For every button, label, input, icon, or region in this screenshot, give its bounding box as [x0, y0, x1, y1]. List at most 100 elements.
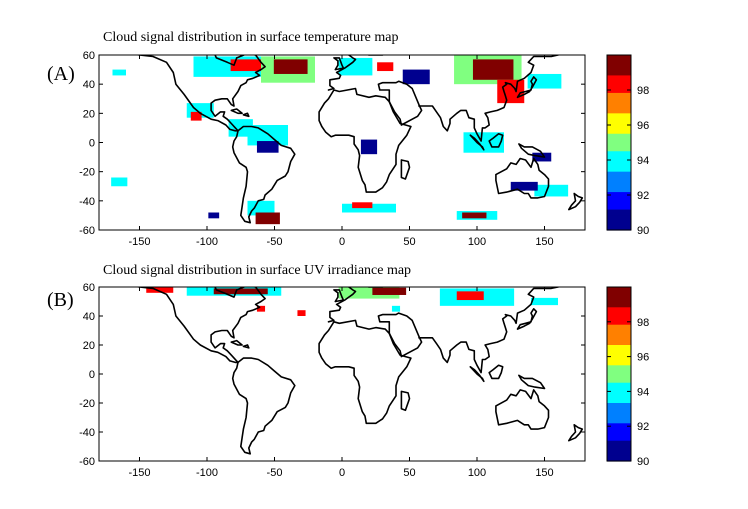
- colorbar-segment: [607, 446, 631, 450]
- colorbar-segment: [607, 333, 631, 337]
- colorbar-tick-label: 92: [637, 421, 649, 433]
- cloud-signal-patch: [456, 291, 484, 301]
- colorbar-segment: [607, 66, 631, 71]
- colorbar-segment: [607, 434, 631, 439]
- panel-a: Cloud signal distribution in surface tem…: [47, 30, 649, 248]
- colorbar-segment: [607, 330, 631, 334]
- colorbar-segment: [607, 313, 631, 317]
- colorbar-segment: [607, 411, 631, 416]
- colorbar-tick-label: 94: [637, 155, 649, 167]
- colorbar-segment: [607, 295, 631, 300]
- cloud-signal-patch: [391, 305, 401, 312]
- colorbar-segment: [607, 408, 631, 413]
- panel-b-colorbar: 98 96 94 92 90: [606, 286, 649, 468]
- coastline: [333, 289, 345, 303]
- cloud-signal-patch: [247, 125, 288, 146]
- colorbar-segment: [607, 423, 631, 427]
- colorbar-segment: [607, 365, 631, 369]
- colorbar-segment: [607, 400, 631, 404]
- cloud-signal-patch: [531, 297, 558, 306]
- colorbar-segment: [607, 437, 631, 442]
- colorbar-segment: [607, 87, 631, 91]
- coastline: [469, 366, 485, 383]
- coastline: [327, 55, 384, 91]
- panel-b: Cloud signal distribution in surface UV …: [47, 263, 649, 479]
- colorbar-segment: [607, 192, 631, 196]
- cloud-signal-patch: [497, 79, 525, 104]
- coastline: [418, 55, 561, 142]
- colorbar-segment: [607, 104, 631, 109]
- colorbar-segment: [607, 301, 631, 305]
- colorbar-segment: [607, 362, 631, 366]
- cloud-signal-patch: [527, 73, 562, 89]
- cloud-signal-patch: [190, 111, 202, 121]
- coastline: [318, 319, 412, 425]
- cloud-signal-patch: [255, 212, 280, 225]
- colorbar-segment: [607, 298, 631, 303]
- colorbar-segment: [607, 345, 631, 349]
- colorbar-segment: [607, 142, 631, 147]
- cloud-signal-patch: [256, 305, 266, 312]
- colorbar-segment: [607, 119, 631, 123]
- colorbar-segment: [607, 382, 631, 387]
- colorbar-segment: [607, 316, 631, 320]
- colorbar-segment: [607, 127, 631, 132]
- colorbar-segment: [607, 452, 631, 456]
- colorbar-segment: [607, 186, 631, 190]
- colorbar-segment: [607, 160, 631, 164]
- colorbar-segment: [607, 171, 631, 176]
- cloud-signal-patch: [208, 212, 220, 219]
- colorbar-segment: [607, 455, 631, 459]
- x-tick-label: -50: [267, 467, 283, 479]
- colorbar-segment: [607, 292, 631, 297]
- colorbar-segment: [607, 218, 631, 222]
- colorbar-segment: [607, 197, 631, 202]
- coastline: [488, 364, 504, 380]
- coastline: [377, 80, 423, 126]
- colorbar-segment: [607, 376, 631, 381]
- coastline: [400, 159, 411, 180]
- colorbar-segment: [607, 63, 631, 68]
- colorbar-segment: [607, 417, 631, 421]
- y-tick-label: 20: [83, 340, 95, 352]
- colorbar-segment: [607, 394, 631, 398]
- colorbar-segment: [607, 107, 631, 112]
- coastline: [133, 55, 266, 132]
- x-tick-label: -50: [267, 236, 283, 248]
- colorbar-tick-label: 96: [637, 120, 649, 132]
- y-tick-label: -20: [79, 167, 95, 179]
- colorbar-segment: [607, 336, 631, 340]
- y-tick-label: -40: [79, 427, 95, 439]
- colorbar-segment: [607, 189, 631, 193]
- colorbar-segment: [607, 440, 631, 445]
- cloud-signal-patch: [112, 69, 126, 76]
- y-tick-label: 20: [83, 108, 95, 120]
- colorbar-segment: [607, 388, 631, 392]
- cloud-signal-patch: [338, 287, 400, 299]
- colorbar-segment: [607, 359, 631, 363]
- cloud-signal-patch: [230, 59, 265, 72]
- cloud-signal-patch: [213, 288, 268, 295]
- colorbar-segment: [607, 307, 631, 311]
- cloud-signal-patch: [377, 62, 394, 72]
- colorbar-segment: [607, 92, 631, 97]
- y-tick-label: -20: [79, 398, 95, 410]
- panel-a-colorbar: 98 96 94 92 90: [606, 54, 649, 237]
- coastline: [242, 112, 250, 118]
- panel-a-map: -150 -100 -50 0 50 100 150 60 40 20 0 -20 -40 -60: [79, 50, 586, 248]
- coastline: [230, 339, 243, 346]
- colorbar-segment: [607, 69, 631, 74]
- colorbar-segment: [607, 125, 631, 129]
- coastline: [242, 344, 250, 349]
- x-tick-label: 0: [339, 467, 345, 479]
- colorbar-segment: [607, 206, 631, 211]
- colorbar-segment: [607, 368, 631, 372]
- x-tick-label: -150: [128, 467, 150, 479]
- y-tick-label: 60: [83, 282, 95, 294]
- colorbar-segment: [607, 356, 631, 361]
- coastline: [418, 287, 561, 374]
- cloud-signal-patch: [146, 287, 174, 293]
- y-tick-label: 60: [83, 50, 95, 62]
- x-tick-label: 150: [535, 236, 553, 248]
- x-tick-label: 50: [403, 236, 415, 248]
